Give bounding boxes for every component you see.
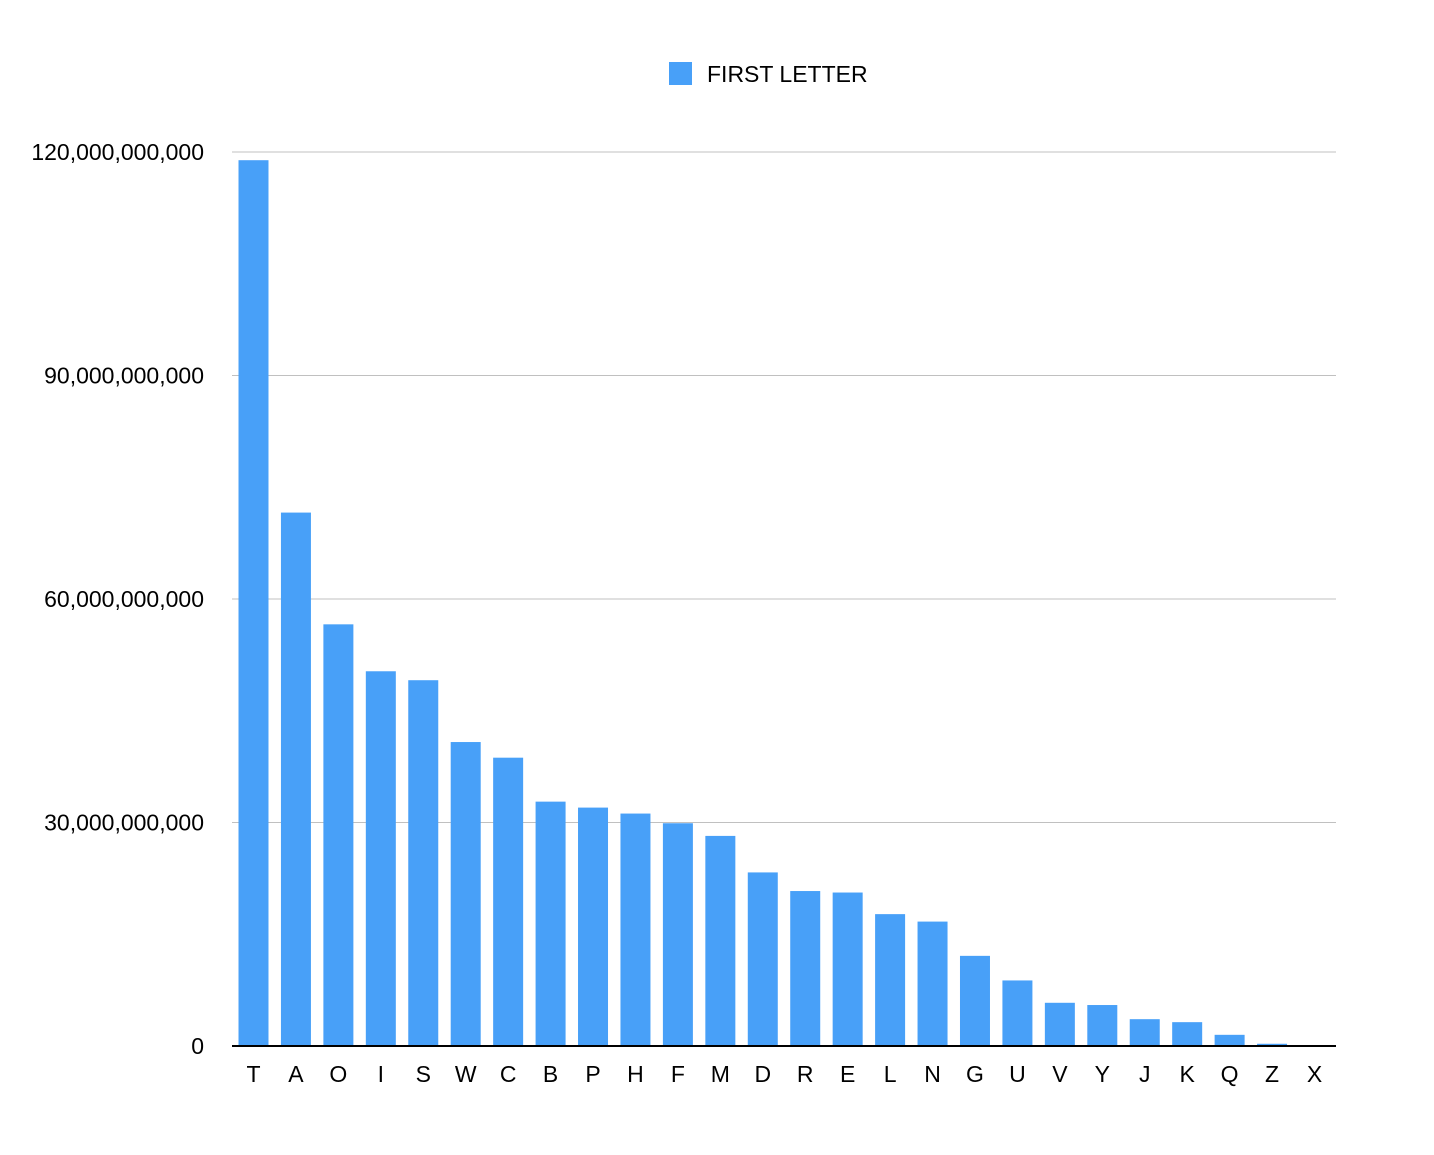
bar bbox=[959, 955, 990, 1046]
x-tick-label: G bbox=[966, 1061, 984, 1087]
y-tick-label: 60,000,000,000 bbox=[44, 586, 204, 612]
bar bbox=[1172, 1022, 1203, 1046]
x-tick-label: L bbox=[884, 1061, 897, 1087]
bar bbox=[450, 742, 481, 1046]
bar bbox=[917, 921, 948, 1046]
x-tick-label: E bbox=[840, 1061, 855, 1087]
bar bbox=[238, 160, 269, 1046]
x-tick-label: Q bbox=[1221, 1061, 1239, 1087]
bar bbox=[620, 813, 651, 1046]
bar bbox=[408, 680, 439, 1046]
x-tick-label: O bbox=[329, 1061, 347, 1087]
x-tick-label: M bbox=[711, 1061, 730, 1087]
x-tick-label: K bbox=[1180, 1061, 1196, 1087]
bar bbox=[1087, 1005, 1118, 1046]
bar bbox=[662, 823, 693, 1046]
y-tick-label: 90,000,000,000 bbox=[44, 363, 204, 389]
bar bbox=[747, 872, 778, 1046]
x-tick-label: Z bbox=[1265, 1061, 1279, 1087]
x-tick-label: N bbox=[924, 1061, 941, 1087]
bars bbox=[238, 160, 1330, 1046]
bar bbox=[535, 801, 566, 1046]
x-tick-label: U bbox=[1009, 1061, 1026, 1087]
gridlines bbox=[232, 151, 1336, 823]
x-tick-label: C bbox=[500, 1061, 517, 1087]
legend-label: FIRST LETTER bbox=[707, 61, 868, 87]
x-tick-label: F bbox=[671, 1061, 685, 1087]
legend-swatch bbox=[669, 62, 692, 85]
x-tick-label: S bbox=[416, 1061, 431, 1087]
x-tick-label: H bbox=[627, 1061, 644, 1087]
bar bbox=[1214, 1034, 1245, 1046]
x-tick-label: J bbox=[1139, 1061, 1151, 1087]
bar bbox=[1257, 1043, 1288, 1046]
x-tick-label: I bbox=[378, 1061, 384, 1087]
y-tick-label: 0 bbox=[191, 1033, 204, 1059]
bar bbox=[1129, 1019, 1160, 1046]
bar bbox=[832, 892, 863, 1046]
bar bbox=[280, 512, 311, 1046]
x-tick-label: V bbox=[1052, 1061, 1068, 1087]
legend: FIRST LETTER bbox=[669, 61, 868, 87]
x-tick-label: A bbox=[288, 1061, 304, 1087]
x-tick-label: W bbox=[455, 1061, 477, 1087]
y-tick-label: 120,000,000,000 bbox=[31, 139, 204, 165]
bar bbox=[1002, 980, 1033, 1046]
bar bbox=[365, 671, 396, 1046]
bar bbox=[790, 891, 821, 1046]
x-tick-label: T bbox=[246, 1061, 260, 1087]
x-tick-label: D bbox=[754, 1061, 771, 1087]
bar bbox=[493, 757, 524, 1046]
x-tick-label: Y bbox=[1095, 1061, 1110, 1087]
x-tick-label: B bbox=[543, 1061, 558, 1087]
bar bbox=[1044, 1002, 1075, 1046]
x-tick-label: R bbox=[797, 1061, 814, 1087]
bar bbox=[875, 914, 906, 1046]
x-tick-label: P bbox=[585, 1061, 600, 1087]
bar bbox=[578, 807, 609, 1046]
bar bbox=[323, 624, 354, 1046]
x-tick-label: X bbox=[1307, 1061, 1322, 1087]
bar bbox=[705, 835, 736, 1046]
y-tick-label: 30,000,000,000 bbox=[44, 810, 204, 836]
y-axis-tick-labels: 0 30,000,000,000 60,000,000,000 90,000,000,… bbox=[31, 139, 204, 1059]
